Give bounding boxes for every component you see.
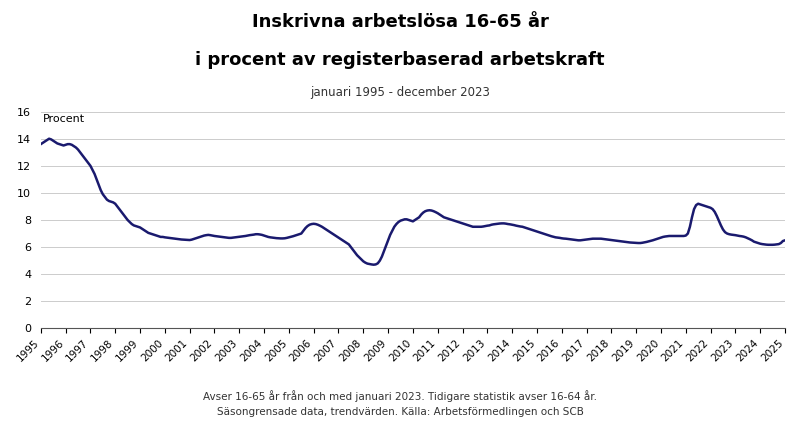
Text: Procent: Procent xyxy=(43,115,86,124)
Text: Säsongrensade data, trendvärden. Källa: Arbetsförmedlingen och SCB: Säsongrensade data, trendvärden. Källa: … xyxy=(217,407,583,417)
Text: januari 1995 - december 2023: januari 1995 - december 2023 xyxy=(310,86,490,99)
Text: i procent av registerbaserad arbetskraft: i procent av registerbaserad arbetskraft xyxy=(195,51,605,69)
Text: Avser 16-65 år från och med januari 2023. Tidigare statistik avser 16-64 år.: Avser 16-65 år från och med januari 2023… xyxy=(203,390,597,402)
Text: Inskrivna arbetslösa 16-65 år: Inskrivna arbetslösa 16-65 år xyxy=(251,13,549,31)
